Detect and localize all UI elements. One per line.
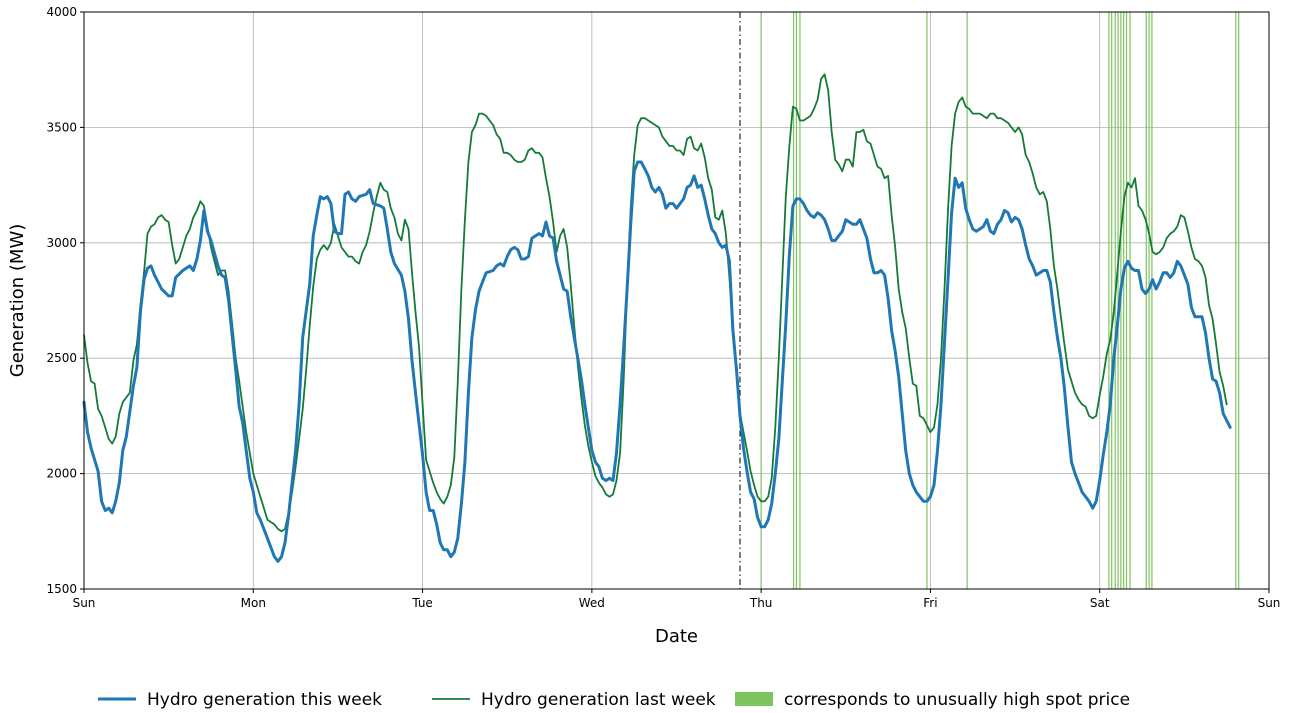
high-price-markers xyxy=(760,12,1240,589)
legend-label-2: corresponds to unusually high spot price xyxy=(784,690,1130,710)
legend: Hydro generation this week Hydro generati… xyxy=(98,690,1130,710)
series-lines xyxy=(82,73,1232,563)
legend-label-0: Hydro generation this week xyxy=(147,690,382,710)
series-line-1 xyxy=(83,73,1228,533)
x-tick-label-2: Tue xyxy=(411,596,433,610)
y-ticks: 1500 2000 2500 3000 3500 4000 xyxy=(46,5,84,596)
y-axis-title: Generation (MW) xyxy=(7,224,28,378)
y-tick-label-4: 3500 xyxy=(46,120,77,134)
x-ticks: Sun Mon Tue Wed Thu Fri Sat Sun xyxy=(73,589,1281,610)
x-tick-label-1: Mon xyxy=(241,596,266,610)
x-tick-label-0: Sun xyxy=(73,596,96,610)
x-tick-label-4: Thu xyxy=(749,596,773,610)
x-axis-title: Date xyxy=(655,626,698,647)
plot-frame xyxy=(83,11,1270,590)
y-tick-label-2: 2500 xyxy=(46,351,77,365)
y-tick-label-1: 2000 xyxy=(46,467,77,481)
legend-swatch-2 xyxy=(735,692,773,706)
y-tick-label-5: 4000 xyxy=(46,5,77,19)
x-tick-label-5: Fri xyxy=(923,596,937,610)
y-tick-label-0: 1500 xyxy=(46,582,77,596)
x-tick-label-7: Sun xyxy=(1258,596,1281,610)
x-tick-label-6: Sat xyxy=(1090,596,1110,610)
legend-label-1: Hydro generation last week xyxy=(481,690,716,710)
y-tick-label-3: 3000 xyxy=(46,236,77,250)
x-tick-label-3: Wed xyxy=(579,596,605,610)
series-line-0 xyxy=(82,160,1232,563)
